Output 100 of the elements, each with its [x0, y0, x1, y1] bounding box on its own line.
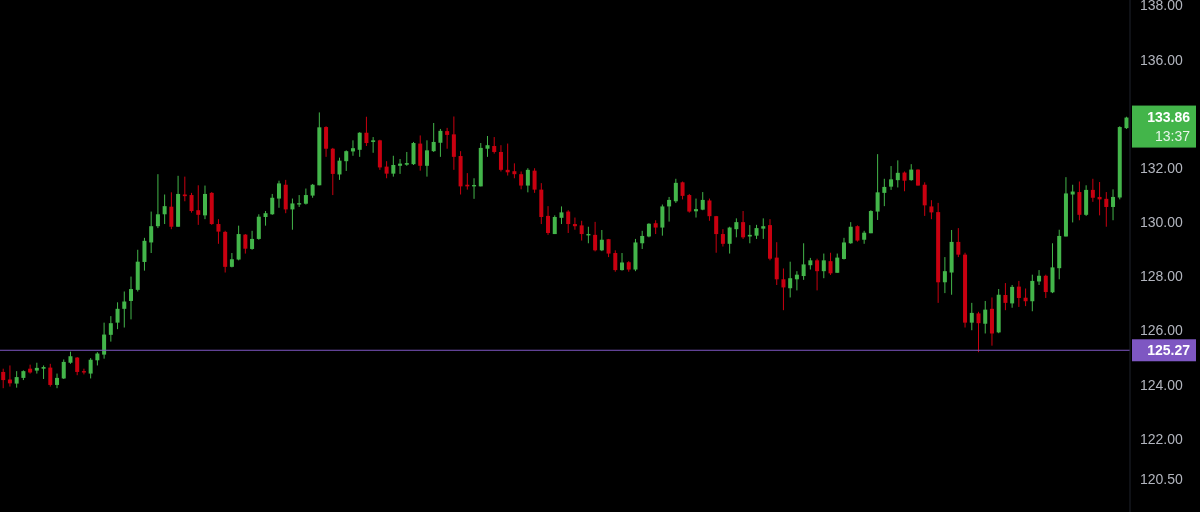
candlestick [102, 322, 107, 360]
candlestick [344, 149, 349, 172]
candlestick [350, 139, 355, 157]
candlestick [1090, 178, 1095, 203]
candlestick [525, 167, 530, 193]
candlestick [983, 300, 988, 334]
candlestick [418, 134, 423, 172]
text: 13:37 [1154, 127, 1191, 144]
candlestick [640, 230, 645, 250]
candlestick [902, 170, 907, 192]
candlestick [667, 196, 672, 223]
y-tick-label: 136.00 [1140, 51, 1184, 68]
candlestick [734, 217, 739, 238]
y-tick-label: 130.00 [1140, 214, 1184, 231]
candlestick [1, 368, 6, 389]
candlestick [162, 194, 167, 225]
candlestick [741, 210, 746, 240]
candlestick [875, 153, 880, 221]
candlestick [1003, 282, 1008, 311]
candlestick [61, 358, 66, 380]
candlestick [1077, 181, 1082, 221]
candlestick [256, 213, 261, 241]
candlestick [942, 256, 947, 294]
candlestick [1111, 188, 1116, 221]
candlestick [835, 253, 840, 274]
candlestick [761, 217, 766, 240]
y-tick-label: 128.00 [1140, 268, 1184, 285]
candlestick [1104, 191, 1109, 228]
candlestick [566, 209, 571, 234]
candlestick [485, 135, 490, 158]
candlestick [357, 131, 362, 158]
candlestick [196, 184, 201, 226]
candlestick [55, 373, 60, 389]
candlestick [451, 115, 456, 171]
candlestick [1016, 280, 1021, 308]
candlestick [1070, 184, 1075, 223]
candlestick [774, 241, 779, 286]
y-tick-label: 120.50 [1140, 471, 1184, 488]
candlestick [115, 301, 120, 330]
candlestick [216, 218, 221, 245]
candlestick [895, 159, 900, 188]
candlestick [593, 221, 598, 252]
candlestick [364, 116, 369, 147]
ref-line-label: 125.27 [1147, 342, 1191, 359]
candlestick [142, 237, 147, 272]
candlestick [108, 315, 113, 343]
y-tick-label: 122.00 [1140, 430, 1184, 447]
candlestick [801, 242, 806, 281]
candlestick [411, 141, 416, 166]
candlestick [290, 198, 295, 231]
candlestick [956, 227, 961, 258]
candlestick [781, 267, 786, 311]
candlestick [337, 157, 342, 181]
candlestick [788, 261, 793, 298]
candlestick [445, 127, 450, 150]
text: 133.86 [1147, 108, 1191, 125]
candlestick [270, 193, 275, 216]
candlestick [276, 180, 281, 209]
candlestick [48, 363, 53, 388]
candlestick [714, 215, 719, 254]
candlestick [546, 205, 551, 236]
candlestick [841, 237, 846, 261]
candlestick [122, 290, 127, 329]
candlestick [438, 128, 443, 158]
candlestick [579, 220, 584, 242]
candlestick [203, 185, 207, 220]
candlestick [169, 191, 174, 230]
candlestick [75, 356, 80, 376]
y-tick-label: 138.00 [1140, 0, 1184, 14]
y-tick-label: 132.00 [1140, 159, 1184, 176]
y-tick-label: 126.00 [1140, 322, 1184, 339]
candlestick [848, 221, 853, 245]
candlestick [243, 233, 248, 255]
candlestick [250, 230, 255, 251]
candlestick [673, 178, 678, 204]
candlestick [1010, 284, 1015, 309]
candlestick [821, 253, 826, 279]
candlestick [828, 252, 833, 276]
candlestick [815, 258, 820, 291]
candlestick [532, 167, 537, 194]
candlestick [424, 139, 429, 178]
candlestick [189, 192, 194, 214]
candlestick [88, 357, 93, 379]
candlestick [929, 199, 934, 220]
candlestick [969, 302, 974, 331]
candlestick [391, 155, 396, 178]
candlestick [720, 228, 725, 248]
candlestick [149, 211, 154, 254]
candlestick [613, 249, 618, 273]
y-tick-label: 124.00 [1140, 376, 1184, 393]
candlestick [707, 198, 712, 222]
candlestick [498, 144, 503, 172]
candlestick [431, 122, 436, 153]
candlestick [727, 226, 732, 255]
candlestick [889, 165, 894, 191]
candlestick [620, 252, 625, 272]
candlestick [324, 125, 329, 158]
candlestick [687, 193, 692, 214]
candlestick [882, 178, 887, 207]
candlestick [155, 173, 160, 229]
